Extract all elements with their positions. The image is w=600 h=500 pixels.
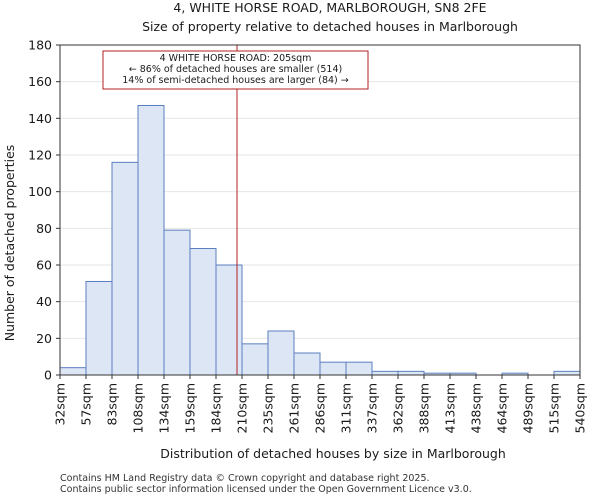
x-tick-label: 261sqm [287, 383, 302, 433]
bars [59, 105, 581, 376]
bar [371, 370, 399, 376]
bar [241, 343, 269, 376]
bar [397, 370, 425, 376]
plot-frame [59, 44, 581, 376]
y-tick-label: 60 [36, 258, 52, 273]
y-tick-label: 160 [28, 74, 52, 89]
x-tick-label: 515sqm [547, 383, 562, 433]
y-tick-label: 20 [36, 331, 52, 346]
y-axis-label: Number of detached properties [2, 145, 17, 342]
y-tick-label: 100 [28, 184, 52, 199]
x-tick-label: 438sqm [469, 383, 484, 433]
x-tick-label: 413sqm [443, 383, 458, 433]
bar [267, 330, 295, 376]
annotation-box [102, 50, 369, 90]
x-tick-label: 311sqm [339, 383, 354, 433]
bar [189, 248, 217, 376]
x-tick-label: 57sqm [79, 383, 94, 426]
y-axis-ticks: 0 20 40 60 80 100 120 140 160 180 [28, 38, 60, 383]
bar [319, 361, 347, 376]
x-tick-label: 108sqm [131, 383, 146, 433]
y-tick-label: 40 [36, 294, 52, 309]
chart-title-line1: 4, WHITE HORSE ROAD, MARLBOROUGH, SN8 2F… [173, 0, 486, 15]
x-tick-label: 337sqm [365, 383, 380, 433]
x-axis-label: Distribution of detached houses by size … [160, 446, 506, 461]
y-tick-label: 180 [28, 38, 52, 53]
footer-line2: Contains public sector information licen… [60, 484, 472, 495]
bar [85, 281, 113, 376]
x-tick-label: 32sqm [53, 383, 68, 426]
bar [293, 352, 321, 376]
y-tick-label: 0 [44, 368, 52, 383]
footer-line1: Contains HM Land Registry data © Crown c… [60, 473, 430, 484]
x-tick-label: 235sqm [261, 383, 276, 433]
annotation-line3: 14% of semi-detached houses are larger (… [122, 75, 349, 86]
bar [111, 161, 139, 376]
bar [345, 361, 373, 376]
y-tick-label: 80 [36, 221, 52, 236]
bar [163, 229, 191, 376]
chart-title-line2: Size of property relative to detached ho… [142, 19, 518, 34]
x-tick-label: 464sqm [495, 383, 510, 433]
y-tick-label: 120 [28, 148, 52, 163]
x-tick-label: 540sqm [573, 383, 588, 433]
x-axis-ticks: 32sqm 57sqm 83sqm 108sqm 134sqm 159sqm 184sqm 2… [53, 375, 588, 433]
bar [59, 367, 87, 376]
x-tick-label: 159sqm [183, 383, 198, 433]
bar [215, 264, 243, 376]
x-tick-label: 134sqm [157, 383, 172, 433]
x-tick-label: 489sqm [521, 383, 536, 433]
x-tick-label: 388sqm [417, 383, 432, 433]
bar [553, 370, 581, 376]
x-tick-label: 286sqm [313, 383, 328, 433]
x-tick-label: 210sqm [235, 383, 250, 433]
annotation-line2: ← 86% of detached houses are smaller (51… [129, 64, 342, 75]
x-tick-label: 184sqm [209, 383, 224, 433]
annotation-line1: 4 WHITE HORSE ROAD: 205sqm [160, 53, 312, 64]
y-tick-label: 140 [28, 111, 52, 126]
x-tick-label: 83sqm [105, 383, 120, 426]
bar [137, 105, 165, 376]
x-tick-label: 362sqm [391, 383, 406, 433]
